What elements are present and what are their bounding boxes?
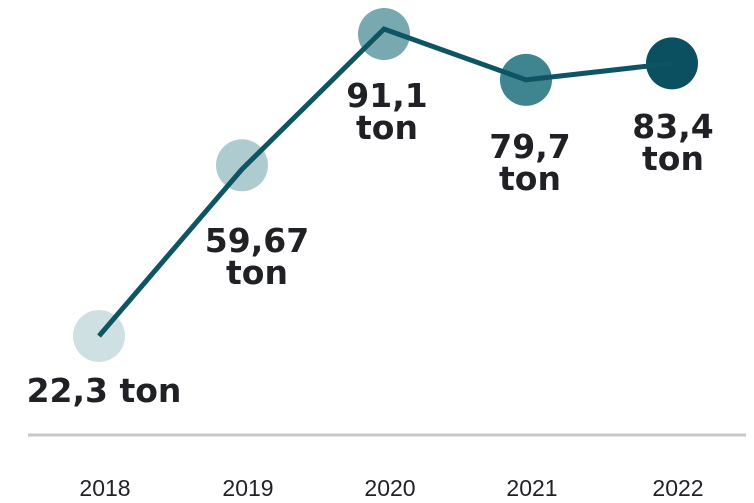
series-line [97,26,673,338]
markers-group [73,8,698,362]
data-label-2019-line-1: 59,67 [205,221,309,260]
data-label-2022-line-2: ton [642,139,704,178]
x-tick-2021: 2021 [506,475,557,501]
x-tick-2019: 2019 [222,475,273,501]
data-point-2020 [358,8,410,60]
x-tick-2018: 2018 [79,475,130,501]
series-group [97,26,673,338]
data-point-2019 [216,139,268,192]
x-tick-2022: 2022 [652,475,703,501]
data-point-2022 [646,37,698,90]
data-label-2020-line-2: ton [356,108,418,147]
data-label-2019-line-2: ton [226,253,288,292]
x-tick-2020: 2020 [364,475,415,501]
data-label-2022-line-1: 83,4 [632,107,713,146]
data-label-2020-line-1: 91,1 [346,76,427,115]
data-label-2021-line-1: 79,7 [489,127,570,166]
data-label-2018: 22,3 ton [27,371,182,410]
x-tick-labels: 2018 2019 2020 2021 2022 [79,475,703,501]
data-label-2021-line-2: ton [499,159,561,198]
